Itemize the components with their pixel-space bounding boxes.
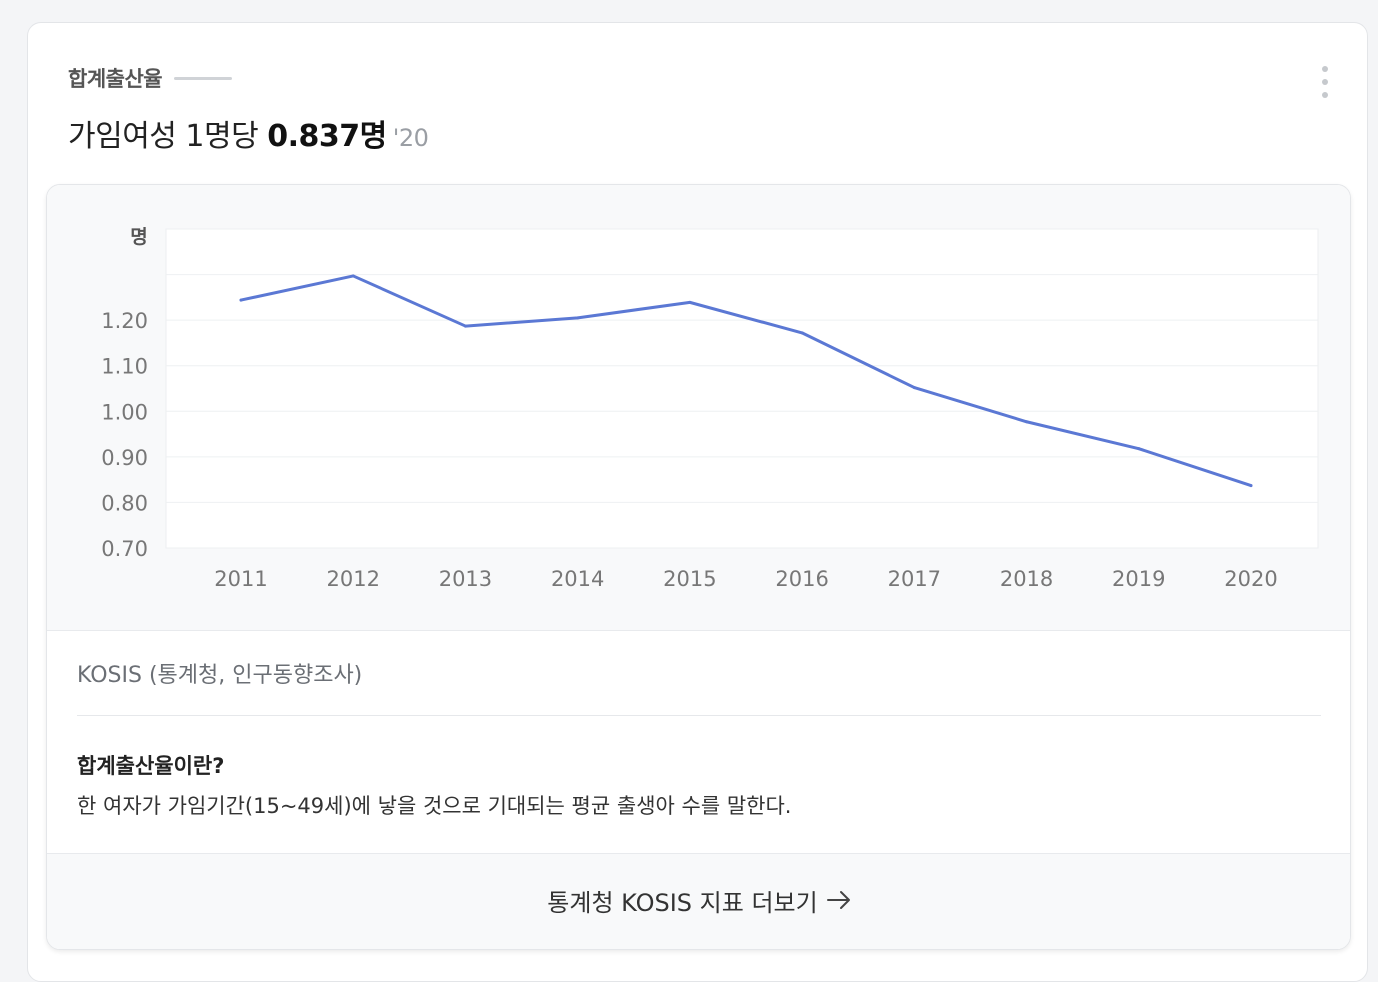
detail-card: 명 1.20 1.10 1.00 0.90 0.80 0.70 2011 2012 2013 201…	[46, 184, 1351, 950]
data-point	[351, 274, 355, 278]
headline: 가임여성 1명당 0.837명 '20	[68, 111, 429, 155]
vertical-dots-icon-bottom	[1322, 92, 1328, 98]
x-tick-label: 2017	[888, 567, 941, 591]
vertical-dots-icon	[1322, 66, 1328, 72]
data-point	[463, 324, 467, 328]
y-tick-label: 0.90	[101, 446, 148, 470]
arrow-right-icon	[826, 891, 850, 909]
definition-title: 합계출산율이란?	[77, 754, 225, 778]
y-tick-label: 1.20	[101, 309, 148, 333]
x-tick-label: 2014	[551, 567, 604, 591]
vertical-dots-icon-mid	[1322, 79, 1328, 85]
x-tick-label: 2015	[663, 567, 716, 591]
plot-area	[165, 228, 1319, 549]
headline-prefix: 가임여성 1명당	[68, 119, 268, 154]
data-point	[1249, 484, 1253, 488]
data-point	[688, 300, 692, 304]
line-chart: 명 1.20 1.10 1.00 0.90 0.80 0.70 2011 2012 2013 201…	[101, 226, 1319, 591]
headline-year: '20	[392, 124, 429, 152]
y-tick-label: 0.80	[101, 491, 148, 515]
data-source: KOSIS (통계청, 인구동향조사)	[77, 663, 363, 688]
data-point	[1025, 420, 1029, 424]
definition-body: 한 여자가 가임기간(15~49세)에 낳을 것으로 기대되는 평균 출생아 수…	[77, 794, 792, 818]
y-tick-label: 1.00	[101, 400, 148, 424]
x-tick-label: 2019	[1112, 567, 1165, 591]
subtitle-row: 합계출산율	[68, 63, 233, 93]
data-point	[1137, 447, 1141, 451]
x-tick-label: 2016	[775, 567, 828, 591]
series-line	[239, 274, 1253, 488]
headline-value: 0.837명	[267, 119, 387, 154]
data-point	[800, 331, 804, 335]
x-tick-label: 2018	[1000, 567, 1053, 591]
x-tick-label: 2020	[1224, 567, 1277, 591]
data-point	[912, 386, 916, 390]
stat-card: 합계출산율 가임여성 1명당 0.837명 '20 명 1.20 1.10 1.00 0.…	[27, 22, 1368, 982]
x-tick-label: 2013	[439, 567, 492, 591]
kosis-more-label: 통계청 KOSIS 지표 더보기	[547, 888, 818, 917]
x-tick-label: 2011	[214, 567, 267, 591]
y-tick-label: 1.10	[101, 355, 148, 379]
kosis-more-link[interactable]: 통계청 KOSIS 지표 더보기	[47, 853, 1350, 949]
x-tick-label: 2012	[326, 567, 379, 591]
y-tick-label: 0.70	[101, 537, 148, 561]
indicator-name: 합계출산율	[68, 67, 163, 91]
chart-area: 명 1.20 1.10 1.00 0.90 0.80 0.70 2011 2012 2013 201…	[47, 185, 1350, 631]
divider	[77, 715, 1321, 716]
data-point	[576, 316, 580, 320]
y-axis-unit: 명	[130, 226, 147, 248]
more-options-button[interactable]	[1313, 65, 1337, 99]
legend-dash	[174, 76, 233, 80]
data-point	[239, 298, 243, 302]
